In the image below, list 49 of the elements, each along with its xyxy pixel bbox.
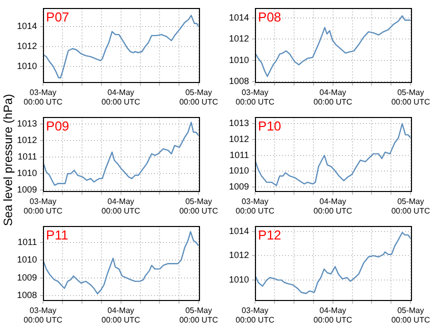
y-tick-label: 1012 [228,250,250,260]
x-tick-label: 04-May 00:00 UTC [101,306,140,324]
y-tick-label: 1014 [16,20,38,31]
x-tick-label: 03-May 00:00 UTC [236,196,275,216]
x-tick-label: 03-May 00:00 UTC [236,306,275,324]
y-tick-label: 1008 [16,290,38,300]
x-tick-label: 03-May 00:00 UTC [236,88,275,106]
y-tick-label: 1010 [16,168,38,178]
y-tick-label: 1008 [228,76,250,86]
chart-title: P12 [258,227,282,242]
x-tick-label: 05-May 00:00 UTC [179,196,218,216]
y-tick-label: 1009 [228,182,250,192]
y-tick-label: 1011 [230,150,250,160]
x-tick-label: 03-May 00:00 UTC [24,306,63,324]
x-tick-label: 03-May 00:00 UTC [24,196,63,216]
x-tick-label: 04-May 00:00 UTC [313,196,352,216]
y-tick-label: 1013 [228,118,250,128]
x-tick-label: 04-May 00:00 UTC [313,306,352,324]
x-tick-label: 05-May 00:00 UTC [391,306,430,324]
x-tick-label: 05-May 00:00 UTC [391,88,430,106]
x-tick-label: 05-May 00:00 UTC [391,196,430,216]
chart-title: P11 [46,227,68,242]
y-tick-label: 1010 [16,61,38,72]
y-tick-label: 1012 [228,34,250,44]
y-tick-label: 1014 [228,226,250,236]
y-tick-label: 1011 [18,236,38,247]
y-tick-label: 1012 [228,134,250,144]
x-tick-label: 04-May 00:00 UTC [313,88,352,106]
x-tick-label: 05-May 00:00 UTC [179,88,218,106]
y-tick-label: 1010 [16,254,38,265]
y-axis-title: Sea level pressure (hPa) [1,94,15,226]
y-tick-label: 1014 [228,12,250,22]
y-tick-label: 1010 [228,54,250,65]
y-tick-label: 1010 [228,274,250,285]
y-tick-label: 1010 [228,166,250,176]
chart-title: P08 [258,9,282,24]
y-tick-label: 1012 [16,135,38,146]
y-tick-label: 1009 [16,184,38,195]
x-tick-label: 04-May 00:00 UTC [101,88,140,106]
x-tick-label: 04-May 00:00 UTC [101,196,140,216]
y-tick-label: 1009 [16,272,38,282]
x-tick-label: 05-May 00:00 UTC [179,306,218,324]
chart-title: P10 [258,118,282,134]
x-tick-label: 03-May 00:00 UTC [24,88,63,106]
y-tick-label: 1013 [16,118,38,128]
y-tick-label: 1012 [16,41,38,52]
chart-title: P09 [46,118,70,134]
chart-title: P07 [46,9,70,24]
y-tick-label: 1011 [18,152,38,162]
